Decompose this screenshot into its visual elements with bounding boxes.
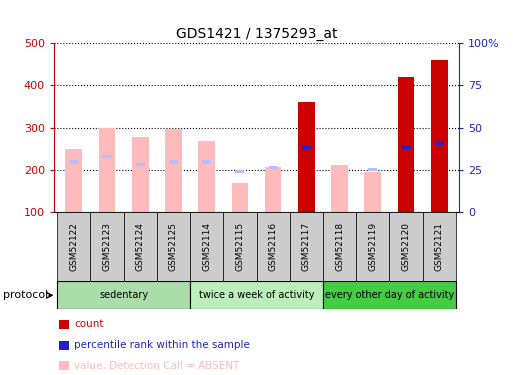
Text: GSM52119: GSM52119 — [368, 222, 377, 271]
Text: GSM52115: GSM52115 — [235, 222, 244, 271]
Bar — [368, 168, 378, 171]
Bar — [231, 183, 248, 212]
Bar — [290, 212, 323, 281]
Title: GDS1421 / 1375293_at: GDS1421 / 1375293_at — [176, 27, 337, 41]
Bar — [423, 212, 456, 281]
Bar — [103, 154, 112, 158]
Bar — [331, 165, 348, 212]
Bar — [431, 60, 447, 212]
Text: GSM52116: GSM52116 — [269, 222, 278, 271]
Bar — [265, 167, 282, 212]
Bar — [157, 212, 190, 281]
Bar — [298, 102, 314, 212]
Bar — [323, 212, 356, 281]
Text: GSM52120: GSM52120 — [402, 222, 410, 271]
Text: every other day of activity: every other day of activity — [325, 290, 454, 300]
Text: protocol: protocol — [4, 290, 49, 300]
Bar — [256, 212, 290, 281]
Text: GSM52121: GSM52121 — [435, 222, 444, 271]
Bar — [190, 281, 323, 309]
Bar — [389, 212, 423, 281]
Bar — [302, 146, 311, 149]
Bar — [124, 212, 157, 281]
Bar — [98, 128, 115, 212]
Text: GSM52118: GSM52118 — [335, 222, 344, 271]
Text: GSM52117: GSM52117 — [302, 222, 311, 271]
Bar — [364, 172, 381, 212]
Bar — [165, 129, 182, 212]
Bar — [169, 160, 178, 164]
Bar — [190, 212, 223, 281]
Bar — [57, 281, 190, 309]
Bar — [202, 160, 211, 164]
Text: twice a week of activity: twice a week of activity — [199, 290, 314, 300]
Text: GSM52122: GSM52122 — [69, 222, 78, 271]
Bar — [398, 77, 415, 212]
Bar — [223, 212, 256, 281]
Bar — [401, 146, 410, 149]
Bar — [435, 141, 444, 145]
Text: GSM52114: GSM52114 — [202, 222, 211, 271]
Bar — [69, 160, 78, 164]
Text: sedentary: sedentary — [99, 290, 148, 300]
Bar — [268, 166, 278, 169]
Bar — [132, 137, 149, 212]
Text: percentile rank within the sample: percentile rank within the sample — [74, 340, 250, 350]
Text: GSM52123: GSM52123 — [103, 222, 111, 271]
Bar — [199, 141, 215, 212]
Text: value, Detection Call = ABSENT: value, Detection Call = ABSENT — [74, 361, 240, 370]
Bar — [356, 212, 389, 281]
Bar — [57, 212, 90, 281]
Bar — [323, 281, 456, 309]
Bar — [66, 148, 82, 212]
Bar — [235, 170, 245, 174]
Text: count: count — [74, 320, 104, 329]
Bar — [90, 212, 124, 281]
Text: GSM52125: GSM52125 — [169, 222, 178, 271]
Text: GSM52124: GSM52124 — [136, 222, 145, 271]
Bar — [135, 162, 145, 166]
